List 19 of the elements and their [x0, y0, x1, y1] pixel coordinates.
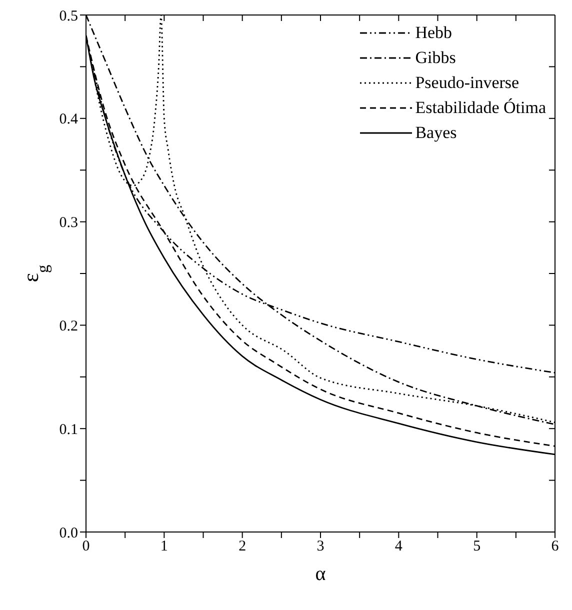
y-tick-label: 0.1	[59, 422, 78, 438]
x-tick-label: 1	[160, 538, 168, 555]
x-tick-label: 3	[316, 538, 324, 555]
legend-label: Pseudo-inverse	[415, 72, 520, 92]
y-tick-label: 0.0	[59, 525, 78, 542]
y-tick-label: 0.2	[59, 318, 78, 335]
x-tick-label: 5	[473, 538, 481, 555]
y-tick-label: 0.3	[59, 215, 78, 232]
x-tick-label: 6	[551, 538, 560, 555]
legend-label: Hebb	[415, 22, 452, 42]
legend-label: Gibbs	[415, 48, 456, 68]
legend-label: Bayes	[415, 122, 457, 142]
x-axis-title: α	[315, 563, 326, 585]
x-tick-label: 0	[82, 538, 90, 555]
y-tick-label: 0.5	[59, 8, 78, 24]
x-tick-label: 4	[394, 538, 403, 555]
legend-label: Estabilidade Ótima	[415, 98, 546, 118]
y-tick-label: 0.4	[59, 112, 78, 128]
x-tick-label: 2	[238, 538, 246, 555]
